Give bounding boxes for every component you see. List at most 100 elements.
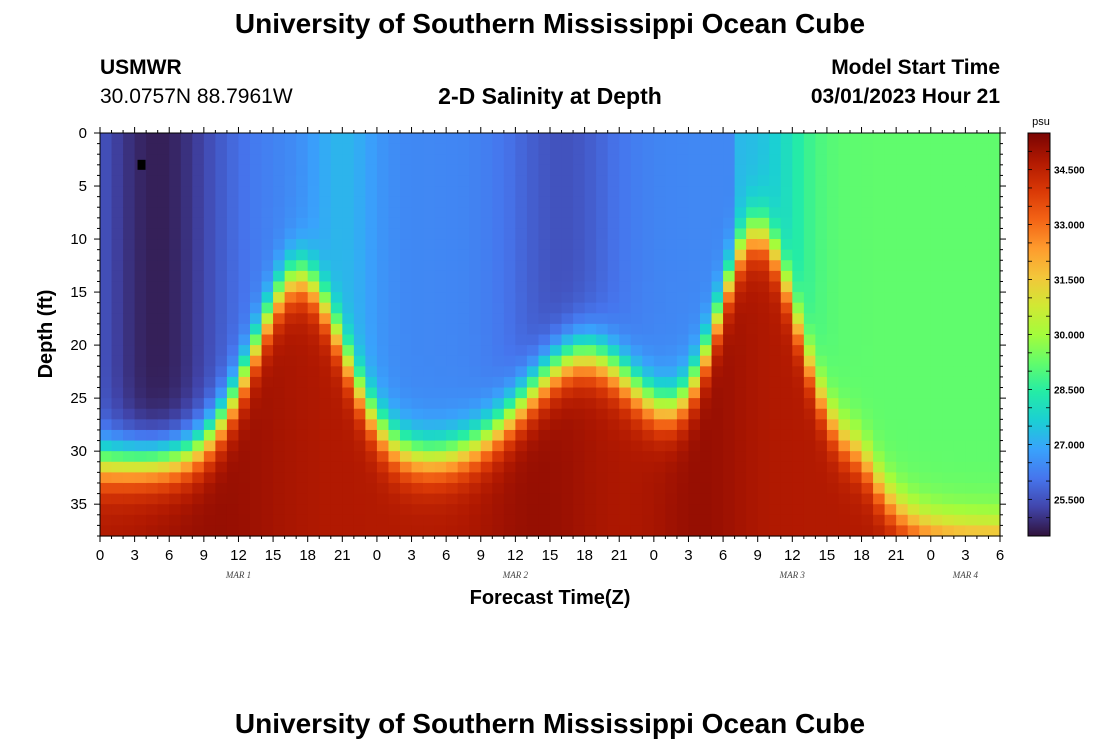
- heatmap-cell: [273, 292, 286, 304]
- heatmap-cell: [907, 461, 920, 473]
- heatmap-cell: [596, 281, 609, 293]
- heatmap-cell: [284, 355, 297, 367]
- heatmap-cell: [146, 175, 159, 187]
- heatmap-cell: [353, 398, 366, 410]
- heatmap-cell: [630, 239, 643, 251]
- heatmap-cell: [803, 323, 816, 336]
- heatmap-cell: [907, 164, 920, 177]
- heatmap-cell: [250, 451, 263, 463]
- heatmap-cell: [434, 217, 447, 230]
- heatmap-cell: [434, 281, 447, 293]
- heatmap-cell: [446, 419, 459, 431]
- heatmap-cell: [100, 292, 113, 304]
- heatmap-cell: [203, 217, 216, 230]
- heatmap-cell: [250, 228, 263, 240]
- heatmap-cell: [423, 313, 436, 325]
- heatmap-cell: [307, 440, 320, 452]
- heatmap-cell: [584, 514, 597, 526]
- heatmap-cell: [515, 207, 528, 219]
- heatmap-cell: [192, 355, 205, 367]
- heatmap-cell: [988, 143, 1001, 155]
- x-tick-label: 0: [373, 547, 381, 564]
- heatmap-cell: [757, 143, 770, 155]
- heatmap-cell: [734, 164, 747, 177]
- heatmap-cell: [100, 451, 113, 463]
- heatmap-cell: [238, 366, 251, 378]
- heatmap-cell: [284, 175, 297, 187]
- heatmap-cell: [838, 355, 851, 367]
- heatmap-cell: [803, 482, 816, 495]
- heatmap-cell: [803, 239, 816, 251]
- heatmap-cell: [700, 398, 713, 410]
- heatmap-cell: [319, 323, 332, 336]
- heatmap-cell: [353, 504, 366, 516]
- heatmap-cell: [411, 302, 424, 314]
- heatmap-cell: [365, 429, 378, 442]
- heatmap-cell: [480, 472, 493, 484]
- heatmap-cell: [411, 366, 424, 378]
- heatmap-cell: [965, 239, 978, 251]
- heatmap-cell: [953, 196, 966, 208]
- heatmap-cell: [723, 281, 736, 293]
- heatmap-cell: [619, 461, 632, 473]
- heatmap-cell: [561, 133, 574, 145]
- heatmap-cell: [630, 323, 643, 336]
- heatmap-cell: [100, 196, 113, 208]
- heatmap-cell: [330, 143, 343, 155]
- heatmap-cell: [769, 154, 782, 166]
- heatmap-cell: [330, 270, 343, 283]
- heatmap-cell: [526, 302, 540, 314]
- heatmap-cell: [376, 419, 390, 431]
- heatmap-cell: [550, 207, 563, 219]
- heatmap-cell: [538, 504, 551, 516]
- heatmap-cell: [850, 398, 863, 410]
- heatmap-cell: [653, 228, 666, 240]
- heatmap-cell: [446, 504, 459, 516]
- heatmap-cell: [850, 504, 863, 516]
- heatmap-cell: [976, 186, 990, 198]
- heatmap-cell: [757, 217, 770, 230]
- heatmap-cell: [319, 408, 332, 420]
- heatmap-cell: [803, 345, 816, 357]
- heatmap-cell: [930, 313, 943, 325]
- heatmap-cell: [503, 133, 516, 145]
- heatmap-cell: [826, 525, 840, 537]
- heatmap-cell: [815, 313, 828, 325]
- heatmap-cell: [250, 355, 263, 367]
- heatmap-cell: [976, 408, 990, 420]
- heatmap-cell: [573, 313, 586, 325]
- heatmap-cell: [976, 270, 990, 283]
- heatmap-cell: [815, 504, 828, 516]
- heatmap-cell: [146, 451, 159, 463]
- heatmap-cell: [976, 143, 990, 155]
- heatmap-cell: [469, 387, 482, 399]
- heatmap-cell: [180, 525, 193, 537]
- x-tick-label: 3: [684, 547, 692, 564]
- heatmap-cell: [676, 313, 690, 325]
- heatmap-cell: [642, 292, 655, 304]
- heatmap-cell: [607, 164, 620, 177]
- heatmap-cell: [215, 366, 228, 378]
- heatmap-cell: [261, 249, 274, 261]
- heatmap-cell: [100, 260, 113, 272]
- heatmap-cell: [988, 355, 1001, 367]
- heatmap-cell: [169, 281, 182, 293]
- heatmap-cell: [988, 366, 1001, 378]
- heatmap-cell: [665, 292, 678, 304]
- heatmap-cell: [319, 334, 332, 346]
- heatmap-cell: [469, 249, 482, 261]
- heatmap-cell: [423, 408, 436, 420]
- heatmap-cell: [676, 281, 690, 293]
- heatmap-cell: [134, 154, 147, 166]
- heatmap-cell: [180, 398, 193, 410]
- heatmap-cell: [526, 228, 540, 240]
- heatmap-cell: [965, 154, 978, 166]
- heatmap-cell: [261, 186, 274, 198]
- heatmap-cell: [815, 440, 828, 452]
- heatmap-cell: [953, 133, 966, 145]
- heatmap-cell: [261, 461, 274, 473]
- heatmap-cell: [965, 175, 978, 187]
- heatmap-cell: [919, 504, 932, 516]
- heatmap-cell: [515, 493, 528, 505]
- heatmap-cell: [515, 217, 528, 230]
